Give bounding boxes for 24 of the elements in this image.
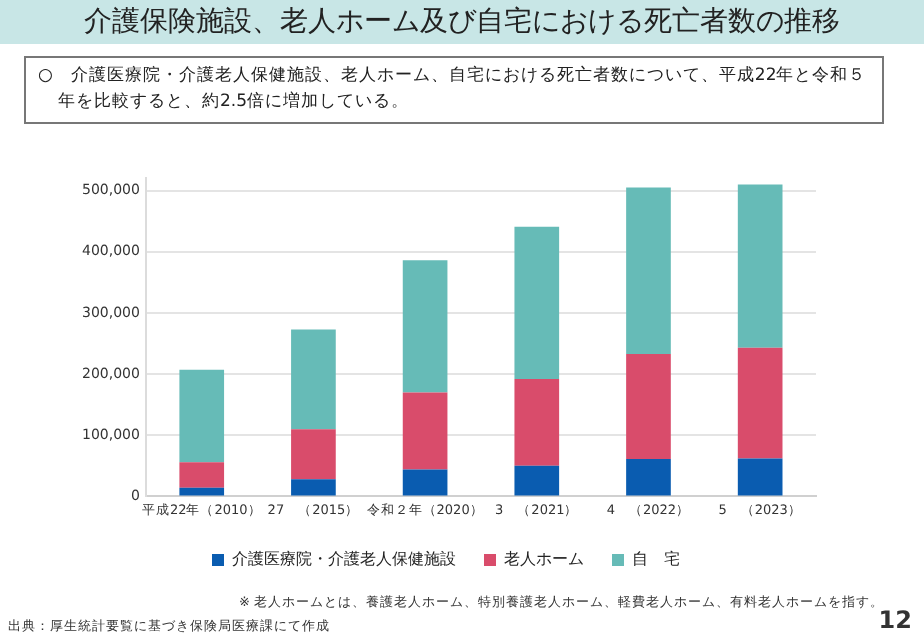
bar [737,184,783,348]
bar [737,458,783,496]
legend-label: 老人ホーム [504,550,584,569]
bar [291,479,336,496]
chart-subtitle: ○ 介護医療院・介護老人保健施設、老人ホーム、自宅における死亡者数について、平成22年と令和５年を比較すると、約2.5倍に増加している。 [24,56,884,124]
bar [514,465,560,496]
bar [179,462,225,488]
bar [737,347,783,459]
bar [626,187,671,354]
bar [402,260,448,393]
bar [402,469,448,496]
bar [514,226,560,379]
legend-label: 介護医療院・介護老人保健施設 [232,550,456,569]
bar [291,329,336,430]
bar [179,369,225,463]
text: 12 [878,606,912,634]
bar [626,459,671,496]
bar [291,429,336,480]
bar [402,392,448,470]
bar [514,378,560,466]
legend-label: 自 宅 [632,550,680,569]
bar [179,487,225,496]
bar [626,353,671,460]
chart-title: 介護保険施設、老人ホーム及び自宅における死亡者数の推移 [0,0,924,44]
